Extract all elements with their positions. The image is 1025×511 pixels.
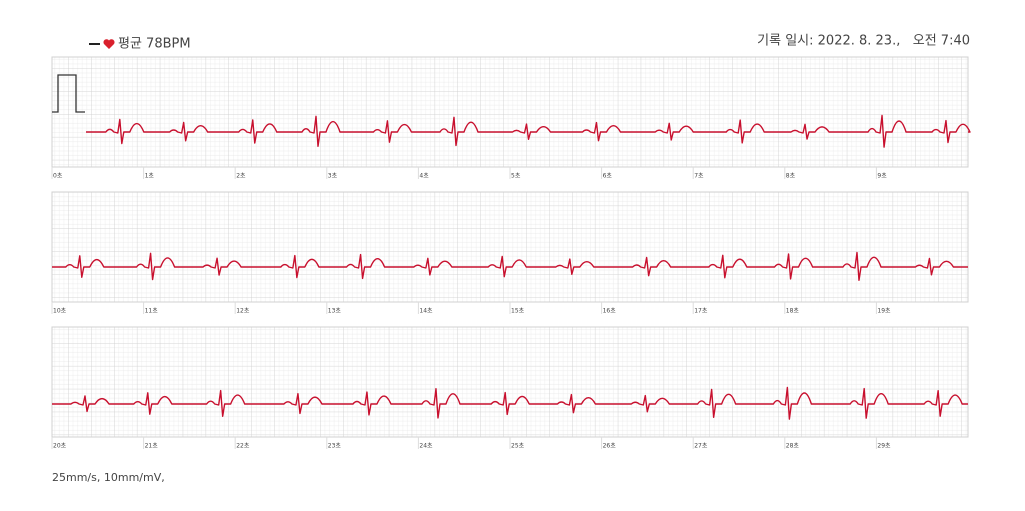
time-label: 17초 — [694, 308, 708, 315]
time-label: 7초 — [694, 173, 704, 180]
time-label: 3초 — [328, 173, 338, 180]
time-label: 1초 — [145, 173, 155, 180]
time-label: 16초 — [603, 308, 617, 315]
ecg-grid — [51, 56, 969, 168]
time-label: 26초 — [603, 443, 617, 450]
time-label: 29초 — [877, 443, 891, 450]
ecg-trace — [86, 114, 971, 148]
time-label: 28초 — [786, 443, 800, 450]
time-label: 14초 — [419, 308, 433, 315]
time-label: 27초 — [694, 443, 708, 450]
ecg-trace — [52, 386, 968, 420]
calibration-pulse — [52, 74, 85, 113]
time-label: 22초 — [236, 443, 250, 450]
time-label: 11초 — [145, 308, 159, 315]
ecg-trace — [52, 251, 968, 281]
time-label: 6초 — [603, 173, 613, 180]
time-label: 9초 — [877, 173, 887, 180]
time-label: 25초 — [511, 443, 525, 450]
time-label: 19초 — [877, 308, 891, 315]
time-label: 5초 — [511, 173, 521, 180]
time-label: 23초 — [328, 443, 342, 450]
time-label: 10초 — [53, 308, 67, 315]
legend-text: 평균 78BPM — [118, 37, 191, 52]
time-label: 4초 — [419, 173, 429, 180]
time-label: 24초 — [419, 443, 433, 450]
time-label: 12초 — [236, 308, 250, 315]
ecg-grid — [51, 191, 969, 303]
time-label: 13초 — [328, 308, 342, 315]
footer-note: 25mm/s, 10mm/mV, — [52, 471, 165, 484]
time-label: 15초 — [511, 308, 525, 315]
heart-icon — [103, 39, 115, 49]
time-label: 20초 — [53, 443, 67, 450]
record-time: 기록 일시: 2022. 8. 23., 오전 7:40 — [757, 34, 970, 49]
time-label: 0초 — [53, 173, 63, 180]
time-label: 18초 — [786, 308, 800, 315]
time-label: 2초 — [236, 173, 246, 180]
time-label: 21초 — [145, 443, 159, 450]
ecg-grid — [51, 326, 969, 438]
strips: 0초 1초 2초 3초 4초 5초 6초 7초 8초 9초 10초 11초 12초 13초 14초 15초 16… — [51, 56, 971, 450]
time-label: 8초 — [786, 173, 796, 180]
